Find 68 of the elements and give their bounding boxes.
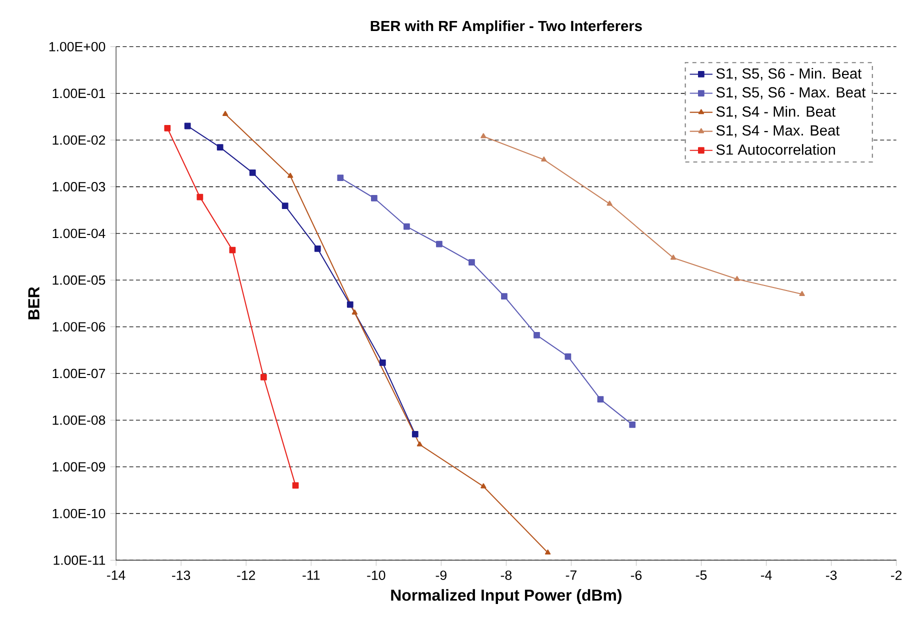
point <box>541 156 547 162</box>
x-tick-label: -10 <box>367 570 386 580</box>
point <box>249 169 256 176</box>
point <box>196 194 204 200</box>
y-tick-label: 1.00E+00 <box>49 42 106 52</box>
point <box>480 483 486 488</box>
point <box>371 194 378 202</box>
x-tick-label: -8 <box>500 570 512 580</box>
point <box>379 359 386 366</box>
point <box>184 122 191 130</box>
x-axis-title: Normalized Input Power (dBm) <box>391 589 622 604</box>
point <box>629 421 636 428</box>
y-tick-label: 1.00E-07 <box>52 368 106 378</box>
y-tick-label: 1.00E-11 <box>54 555 106 565</box>
y-tick-label: 1.00E-06 <box>52 322 106 332</box>
x-tick-label: -5 <box>696 570 707 580</box>
point <box>534 332 540 338</box>
point <box>216 144 224 150</box>
y-tick-label: 1.00E-01 <box>52 88 106 98</box>
legend-label: S1, S4 - Min. Beat <box>716 106 836 118</box>
chart-title: BER with RF Amplifier - Two Interferers <box>370 20 642 34</box>
x-tick-label: -3 <box>826 570 837 580</box>
legend-label: S1, S5, S6 - Min. Beat <box>716 68 862 80</box>
point <box>597 396 604 402</box>
point <box>480 133 486 138</box>
y-tick-label: 1.00E-08 <box>52 415 106 425</box>
point <box>346 301 354 308</box>
y-axis-title: BER <box>28 286 40 320</box>
point <box>164 124 171 132</box>
y-tick-label: 1.00E-05 <box>52 275 106 285</box>
point <box>501 292 508 300</box>
point <box>287 172 294 178</box>
point <box>292 482 299 488</box>
x-tick-label: -14 <box>107 570 126 580</box>
point <box>436 240 442 248</box>
point <box>799 290 805 296</box>
y-tick-label: 1.00E-02 <box>52 135 106 145</box>
point <box>404 223 410 230</box>
point <box>416 441 423 446</box>
point <box>352 309 358 314</box>
point <box>544 549 551 554</box>
x-tick-label: -6 <box>630 570 642 580</box>
point <box>412 430 418 438</box>
legend-label: S1 Autocorrelation <box>716 144 835 155</box>
point <box>222 110 228 116</box>
y-tick-label: 1.00E-09 <box>52 462 106 472</box>
y-tick-label: 1.00E-10 <box>52 508 106 518</box>
x-tick-label: -2 <box>891 570 902 580</box>
x-tick-label: -11 <box>302 570 320 580</box>
x-tick-label: -12 <box>237 570 256 580</box>
legend-label: S1, S5, S6 - Max. Beat <box>716 87 866 100</box>
y-tick-label: 1.00E-03 <box>52 182 106 192</box>
point <box>734 276 740 281</box>
point <box>282 202 288 209</box>
legend-label: S1, S4 - Max. Beat <box>716 125 840 138</box>
x-tick-label: -7 <box>566 570 576 580</box>
point <box>260 374 267 380</box>
y-tick-label: 1.00E-04 <box>52 228 106 238</box>
point <box>606 200 612 206</box>
point <box>564 353 572 360</box>
point <box>229 246 236 254</box>
point <box>337 174 344 181</box>
x-tick-label: -13 <box>172 570 190 580</box>
point <box>468 259 475 266</box>
point <box>670 254 676 260</box>
x-tick-label: -9 <box>436 570 446 580</box>
x-tick-label: -4 <box>760 570 772 580</box>
point <box>314 245 321 252</box>
